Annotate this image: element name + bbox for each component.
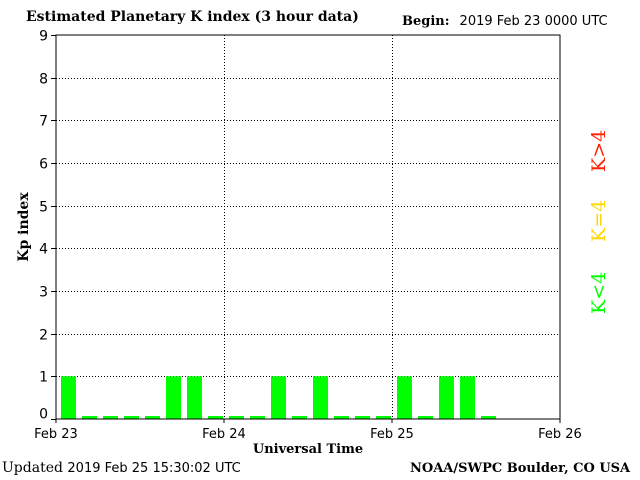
kp-bar bbox=[460, 376, 475, 419]
chart-title: Estimated Planetary K index (3 hour data… bbox=[26, 9, 359, 25]
plot-frame bbox=[55, 34, 561, 420]
kp-bar bbox=[187, 376, 202, 419]
bars bbox=[61, 376, 496, 419]
y-ticks: 0 1 2 3 4 5 6 7 8 9 bbox=[39, 29, 56, 423]
kp-bar bbox=[334, 416, 349, 419]
x-axis-label: Universal Time bbox=[253, 442, 363, 457]
credit-text: NOAA/SWPC Boulder, CO USA bbox=[410, 461, 631, 476]
updated-timestamp: Updated 2019 Feb 25 15:30:02 UTC bbox=[2, 460, 241, 476]
y-tick-label: 4 bbox=[39, 242, 48, 258]
kp-bar bbox=[103, 416, 118, 419]
y-tick-label: 5 bbox=[39, 200, 48, 216]
kp-bar bbox=[145, 416, 160, 419]
kp-bar bbox=[355, 416, 370, 419]
kp-bar bbox=[82, 416, 97, 419]
kp-bar bbox=[229, 416, 244, 419]
kp-bar bbox=[418, 416, 433, 419]
updated-label: Updated bbox=[2, 460, 63, 476]
legend-k-greater-4: K>4 bbox=[588, 129, 610, 172]
kp-bar bbox=[271, 376, 286, 419]
y-axis-label: Kp index bbox=[16, 192, 32, 262]
y-tick-label: 6 bbox=[39, 157, 48, 173]
grid-lines bbox=[56, 35, 560, 419]
kp-bar bbox=[313, 376, 328, 419]
legend-k-equal-4: K=4 bbox=[588, 199, 610, 242]
kp-bar bbox=[481, 416, 496, 419]
begin-timestamp: Begin: 2019 Feb 23 0000 UTC bbox=[402, 14, 608, 29]
x-tick-label: Feb 23 bbox=[34, 427, 78, 442]
kp-bar bbox=[292, 416, 307, 419]
y-tick-label: 2 bbox=[39, 328, 48, 344]
y-tick-label: 1 bbox=[39, 370, 48, 386]
y-tick-label: 0 bbox=[39, 407, 48, 423]
kp-bar bbox=[439, 376, 454, 419]
x-tick-label: Feb 24 bbox=[202, 427, 246, 442]
begin-label: Begin: bbox=[402, 14, 450, 29]
begin-value: 2019 Feb 23 0000 UTC bbox=[459, 14, 608, 29]
y-tick-label: 7 bbox=[39, 114, 48, 130]
y-tick-label: 3 bbox=[39, 285, 48, 301]
x-tick-label: Feb 25 bbox=[370, 427, 414, 442]
updated-value: 2019 Feb 25 15:30:02 UTC bbox=[67, 461, 241, 476]
kp-bar bbox=[166, 376, 181, 419]
x-ticks: Feb 23 Feb 24 Feb 25 Feb 26 bbox=[34, 419, 582, 442]
kp-bar bbox=[376, 416, 391, 419]
kp-bar bbox=[397, 376, 412, 419]
y-tick-label: 8 bbox=[39, 72, 48, 88]
y-tick-label: 9 bbox=[39, 29, 48, 45]
kp-bar bbox=[250, 416, 265, 419]
legend-k-less-4: K<4 bbox=[588, 271, 610, 314]
kp-bar bbox=[61, 376, 76, 419]
x-tick-label: Feb 26 bbox=[538, 427, 582, 442]
kp-bar bbox=[124, 416, 139, 419]
kp-bar bbox=[208, 416, 223, 419]
